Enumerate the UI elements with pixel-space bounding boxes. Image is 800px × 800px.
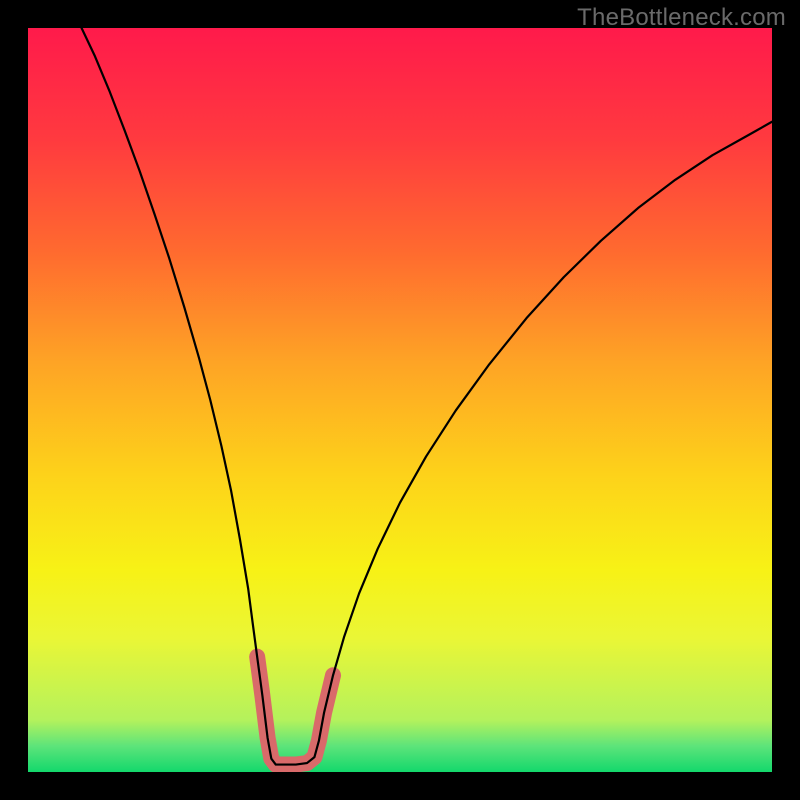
- figure-frame: TheBottleneck.com: [0, 0, 800, 800]
- chart-svg: [28, 28, 772, 772]
- plot-area: [28, 28, 772, 772]
- gradient-background: [28, 28, 772, 772]
